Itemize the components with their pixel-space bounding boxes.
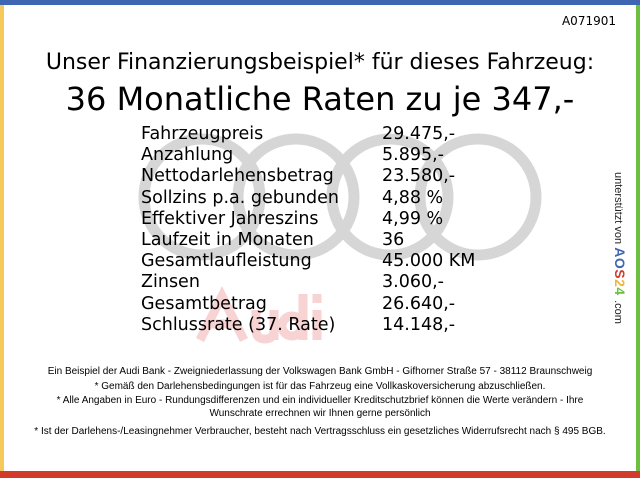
row-label: Gesamtlaufleistung xyxy=(141,251,312,272)
table-row: Sollzins p.a. gebunden 4,88 % xyxy=(141,188,475,209)
finance-table: Fahrzeugpreis 29.475,- Anzahlung 5.895,- N… xyxy=(141,124,475,336)
footer-line: * Gemäß den Darlehensbedingungen ist für… xyxy=(94,380,546,392)
table-row: Nettodarlehensbetrag 23.580,- xyxy=(141,166,475,187)
heading: Unser Finanzierungsbeispiel* für dieses … xyxy=(45,50,595,75)
row-value: 26.640,- xyxy=(382,293,456,314)
table-row: Zinsen 3.060,- xyxy=(141,272,475,293)
row-value: 23.580,- xyxy=(382,166,456,187)
row-value: 5.895,- xyxy=(382,145,444,166)
footer-disclaimer: Ein Beispiel der Audi Bank - Zweignieder… xyxy=(30,366,610,441)
row-value: 3.060,- xyxy=(382,272,444,293)
page-title: 36 Monatliche Raten zu je 347,- xyxy=(65,80,575,118)
ring xyxy=(414,133,542,261)
table-row: Gesamtlaufleistung 45.000 KM xyxy=(141,251,475,272)
letter-u xyxy=(251,310,279,344)
row-value: 36 xyxy=(382,230,405,251)
letter-i-dot xyxy=(312,294,322,303)
row-label: Schlussrate (37. Rate) xyxy=(141,314,336,335)
row-label: Sollzins p.a. gebunden xyxy=(141,187,340,208)
row-value: 14.148,- xyxy=(382,314,456,335)
footer-line: * Alle Angaben in Euro - Rundungsdiffere… xyxy=(56,395,584,419)
supported-by: unterstützt von AOS24 .com xyxy=(612,172,628,352)
right-border xyxy=(636,5,640,471)
row-value: 29.475,- xyxy=(382,124,456,144)
row-label: Anzahlung xyxy=(141,145,234,166)
letter-a xyxy=(195,285,249,343)
row-label: Effektiver Jahreszins xyxy=(141,208,319,229)
supported-by-text: unterstützt von xyxy=(612,172,624,245)
row-label: Fahrzeugpreis xyxy=(141,124,264,144)
row-label: Nettodarlehensbetrag xyxy=(141,166,334,187)
row-label: Laufzeit in Monaten xyxy=(141,230,314,251)
row-value: 45.000 KM xyxy=(382,251,476,272)
supported-by-suffix: .com xyxy=(612,300,624,324)
table-row: Anzahlung 5.895,- xyxy=(141,145,475,166)
vehicle-code: A071901 xyxy=(561,14,616,28)
ring xyxy=(326,133,454,261)
footer-line: Ein Beispiel der Audi Bank - Zweignieder… xyxy=(47,366,593,377)
row-value: 4,88 % xyxy=(382,187,444,208)
bottom-border xyxy=(0,471,640,478)
footer-line: * Ist der Darlehens-/Leasingnehmer Verbr… xyxy=(34,426,606,437)
table-row: Effektiver Jahreszins 4,99 % xyxy=(141,209,475,230)
table-row: Schlussrate (37. Rate) 14.148,- xyxy=(141,315,475,336)
top-border xyxy=(0,0,640,5)
ring xyxy=(138,133,266,261)
row-label: Zinsen xyxy=(141,272,200,293)
ring xyxy=(232,133,360,261)
table-row: Laufzeit in Monaten 36 xyxy=(141,230,475,251)
table-row: Gesamtbetrag 26.640,- xyxy=(141,294,475,315)
row-value: 4,99 % xyxy=(382,208,444,229)
audi-watermark-lettering xyxy=(195,285,322,344)
left-border xyxy=(0,5,4,471)
aos24-logo: AOS24 xyxy=(612,247,628,296)
table-row: Fahrzeugpreis 29.475,- xyxy=(141,124,475,145)
row-label: Gesamtbetrag xyxy=(141,293,267,314)
